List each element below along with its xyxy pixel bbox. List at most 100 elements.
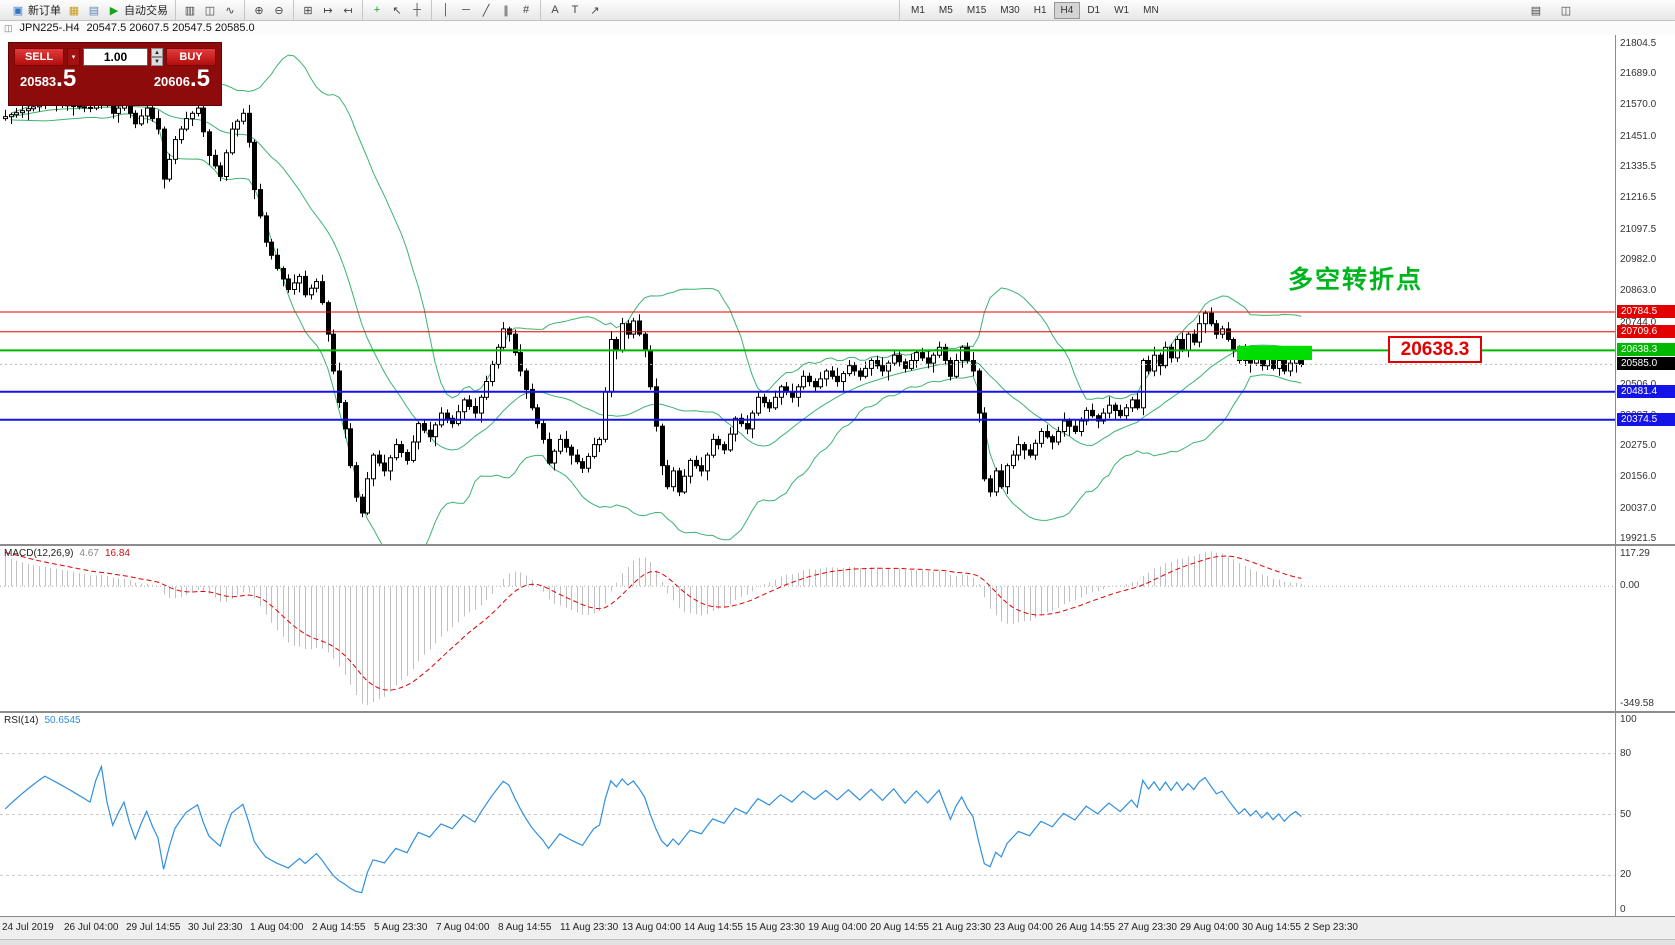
volume-increase-button[interactable]: ▲: [151, 48, 163, 57]
price-tick-label: 20863.0: [1620, 285, 1657, 297]
price-tick-label: 19921.5: [1620, 532, 1657, 544]
fibonacci-icon: #: [522, 4, 530, 16]
vertical-line-icon: │: [442, 4, 450, 16]
price-line-label: 20638.3: [1617, 343, 1675, 357]
time-label: 2 Sep 23:30: [1304, 922, 1358, 933]
volume-input[interactable]: [83, 48, 148, 66]
order-options-dropdown[interactable]: ▾: [67, 48, 80, 66]
arrow-icon: ↗: [590, 4, 600, 17]
buy-price-main: 20606: [153, 74, 190, 89]
tile-windows-button[interactable]: ⊞: [298, 3, 318, 18]
current-price-label: 20585.0: [1617, 357, 1675, 371]
time-axis[interactable]: 24 Jul 2019 26 Jul 04:00 29 Jul 14:55 30 Ju…: [0, 916, 1675, 939]
window-list-button[interactable]: ◫: [1556, 3, 1576, 18]
price-tick-label: 20275.0: [1620, 439, 1657, 451]
volume-spinner: ▲ ▼: [151, 48, 163, 66]
candlestick-chart-button[interactable]: ◫: [200, 3, 220, 18]
sell-price-main: 20583: [20, 74, 57, 89]
price-tick-label: 20037.0: [1620, 502, 1657, 514]
timeframe-w1[interactable]: W1: [1114, 4, 1130, 16]
toolbar-group: + ↖ ┼: [362, 0, 431, 20]
vertical-line-button[interactable]: │: [436, 3, 456, 17]
cursor-button[interactable]: ↖: [387, 3, 407, 18]
timeframe-m30[interactable]: M30: [1000, 4, 1020, 16]
candlestick-icon: ◫: [204, 4, 216, 17]
timeframes-group: M1 M5 M15 M30 H1 H4 D1 W1 MN: [899, 0, 1170, 20]
channel-button[interactable]: ∥: [496, 3, 516, 18]
chart-shift-icon: ↤: [343, 4, 353, 17]
text-button[interactable]: A: [545, 3, 565, 17]
status-bar: [0, 939, 1675, 945]
macd-scale-zero: 0.00: [1620, 580, 1640, 592]
rsi-scale-label: 50: [1620, 808, 1632, 820]
time-label: 30 Aug 14:55: [1242, 922, 1301, 933]
timeframe-m15[interactable]: M15: [966, 4, 987, 16]
time-label: 23 Aug 04:00: [994, 922, 1053, 933]
zoom-in-button[interactable]: ⊕: [249, 3, 269, 18]
macd-signal-value: 16.84: [104, 548, 130, 559]
cursor-icon: ↖: [392, 4, 402, 17]
indicators-button[interactable]: +: [367, 3, 387, 17]
sell-button[interactable]: SELL: [14, 48, 64, 66]
indicators-add-icon: +: [373, 4, 381, 16]
price-line-label: 20481.4: [1617, 384, 1675, 398]
price-line-label: 20709.6: [1617, 324, 1675, 338]
time-label: 13 Aug 04:00: [622, 922, 681, 933]
price-chart-canvas[interactable]: [0, 35, 1615, 544]
crosshair-button[interactable]: ┼: [407, 3, 427, 17]
arrow-tools-button[interactable]: ↗: [585, 3, 605, 18]
auto-scroll-button[interactable]: ↦: [318, 3, 338, 18]
line-chart-button[interactable]: ∿: [220, 3, 240, 18]
time-label: 11 Aug 23:30: [560, 922, 619, 933]
timeframe-d1[interactable]: D1: [1087, 4, 1101, 16]
price-axis[interactable]: 21804.5 21689.0 21570.0 21451.0 21335.5 21216…: [1615, 35, 1675, 916]
chart-ohlc-values: 20547.5 20607.5 20547.5 20585.0: [86, 22, 255, 34]
timeframe-m5[interactable]: M5: [938, 4, 953, 16]
fibonacci-button[interactable]: #: [516, 3, 536, 17]
timeframe-m1[interactable]: M1: [911, 4, 925, 16]
bar-chart-button[interactable]: ▥: [180, 3, 200, 18]
panel-divider[interactable]: [0, 711, 1675, 713]
rsi-value: 50.6545: [44, 715, 81, 726]
rsi-canvas[interactable]: [0, 713, 1615, 916]
chart-profile-button[interactable]: ▦: [64, 3, 84, 18]
new-order-button[interactable]: ▣ 新订单: [8, 1, 64, 19]
timeframe-h4[interactable]: H4: [1053, 1, 1081, 19]
time-label: 20 Aug 14:55: [870, 922, 929, 933]
price-tick-label: 21216.5: [1620, 192, 1657, 204]
macd-name: MACD(12,26,9): [4, 548, 74, 559]
trendline-button[interactable]: ╱: [476, 3, 496, 18]
annotation-text: 多空转折点: [1288, 266, 1424, 294]
bollinger-lower-line: [10, 113, 1302, 544]
text-label-button[interactable]: T: [565, 3, 585, 17]
buy-button[interactable]: BUY: [166, 48, 216, 66]
time-label: 7 Aug 04:00: [436, 922, 490, 933]
rsi-scale-label: 20: [1620, 869, 1632, 881]
trendline-icon: ╱: [482, 4, 490, 17]
autotrading-button[interactable]: ▶ 自动交易: [104, 1, 171, 19]
zoom-in-icon: ⊕: [254, 4, 264, 17]
time-label: 27 Aug 23:30: [1118, 922, 1177, 933]
toolbar-group: ⊞ ↦ ↤: [293, 0, 362, 20]
print-button[interactable]: ▤: [1526, 3, 1546, 18]
volume-decrease-button[interactable]: ▼: [151, 57, 163, 66]
data-window-icon: ▤: [88, 4, 100, 17]
macd-canvas[interactable]: [0, 546, 1615, 711]
time-label: 5 Aug 23:30: [374, 922, 428, 933]
sell-price-big: .5: [56, 65, 77, 92]
time-label: 24 Jul 2019: [2, 922, 54, 933]
auto-scroll-icon: ↦: [323, 4, 333, 17]
horizontal-line-button[interactable]: ─: [456, 3, 476, 17]
panel-divider[interactable]: [0, 544, 1675, 546]
zoom-out-button[interactable]: ⊖: [269, 3, 289, 18]
chart-shift-button[interactable]: ↤: [338, 3, 358, 18]
macd-signal-line: [5, 552, 1302, 691]
data-window-button[interactable]: ▤: [84, 3, 104, 18]
profile-icon: ▦: [68, 4, 80, 17]
timeframe-mn[interactable]: MN: [1143, 4, 1159, 16]
toolbar-group: ▣ 新订单 ▦ ▤ ▶ 自动交易: [4, 0, 175, 20]
timeframe-h1[interactable]: H1: [1033, 4, 1047, 16]
bar-chart-icon: ▥: [184, 4, 196, 17]
time-label: 29 Aug 04:00: [1180, 922, 1239, 933]
